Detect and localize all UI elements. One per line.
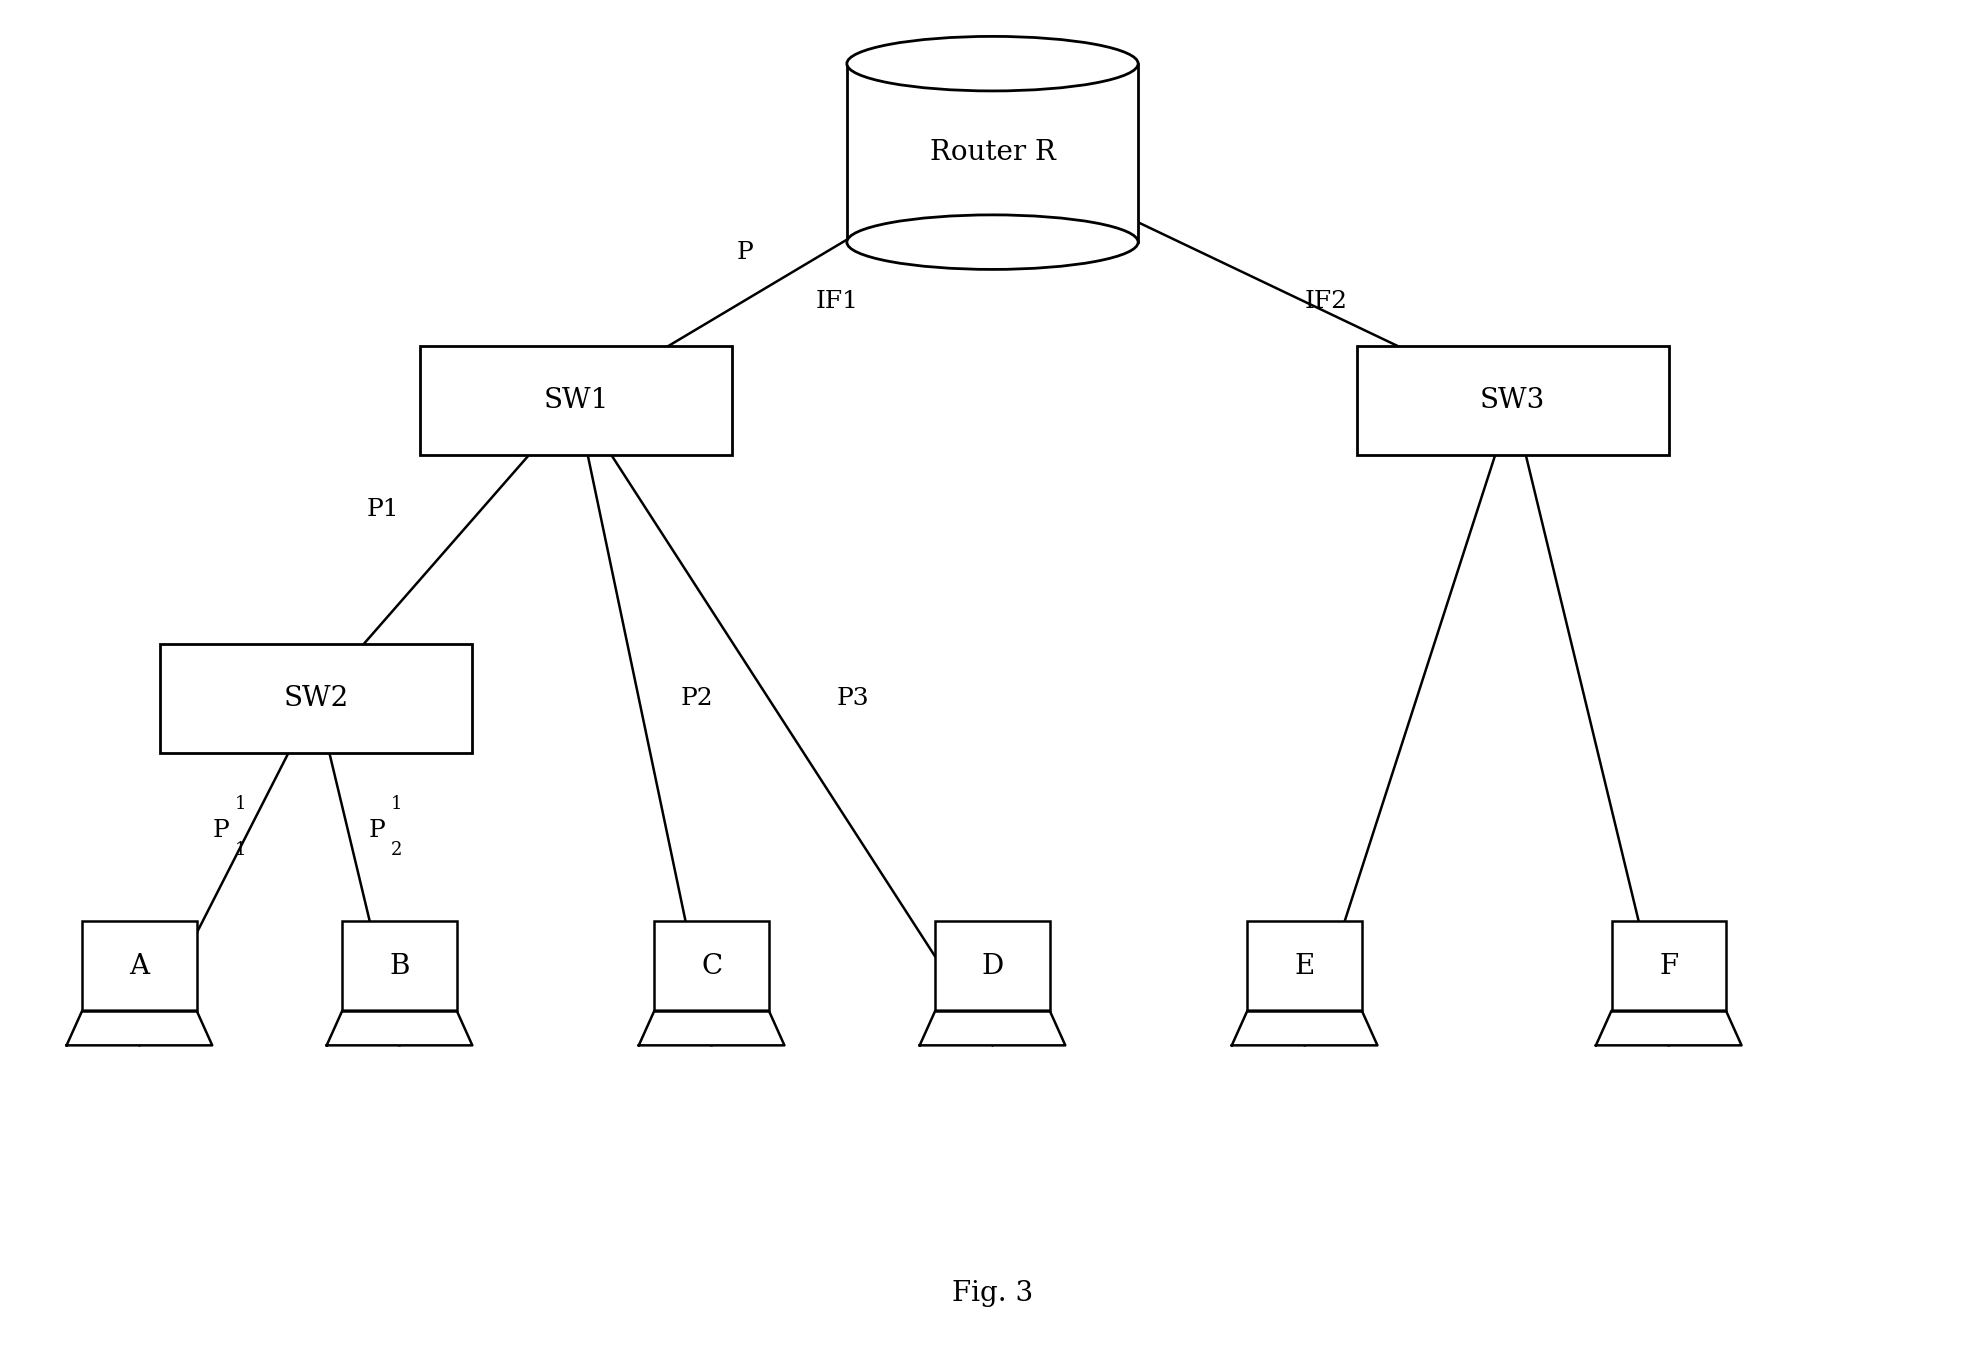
Text: IF2: IF2 [1304, 290, 1348, 313]
Polygon shape [328, 1010, 472, 1045]
Bar [1356, 346, 1669, 455]
Text: Router R: Router R [929, 139, 1056, 167]
Text: Fig. 3: Fig. 3 [953, 1280, 1032, 1307]
Bar [341, 921, 457, 1010]
Text: E: E [1294, 952, 1314, 979]
Text: SW3: SW3 [1481, 388, 1544, 415]
Polygon shape [1233, 1010, 1378, 1045]
Text: 1: 1 [391, 795, 403, 814]
Polygon shape [639, 1010, 784, 1045]
Text: F: F [1659, 952, 1677, 979]
Text: 2: 2 [391, 841, 403, 859]
Text: SW1: SW1 [544, 388, 609, 415]
Text: IF1: IF1 [816, 290, 860, 313]
Text: B: B [389, 952, 409, 979]
Text: 1: 1 [234, 841, 246, 859]
Text: P: P [212, 819, 228, 842]
Bar [655, 921, 768, 1010]
Bar [1247, 921, 1362, 1010]
Text: P2: P2 [681, 687, 713, 710]
Text: P: P [369, 819, 385, 842]
Bar [421, 346, 732, 455]
Bar [81, 921, 197, 1010]
Polygon shape [1596, 1010, 1741, 1045]
Text: P1: P1 [367, 498, 399, 521]
Text: 1: 1 [234, 795, 246, 814]
Text: C: C [701, 952, 723, 979]
Bar [935, 921, 1050, 1010]
Text: P: P [736, 241, 752, 264]
Polygon shape [67, 1010, 212, 1045]
Ellipse shape [848, 216, 1137, 269]
Ellipse shape [848, 36, 1137, 92]
Text: SW2: SW2 [284, 684, 349, 711]
Bar [1612, 921, 1725, 1010]
Text: D: D [981, 952, 1004, 979]
Text: P3: P3 [836, 687, 869, 710]
Bar [848, 63, 1137, 242]
Polygon shape [919, 1010, 1066, 1045]
Bar [161, 644, 472, 753]
Text: A: A [129, 952, 149, 979]
